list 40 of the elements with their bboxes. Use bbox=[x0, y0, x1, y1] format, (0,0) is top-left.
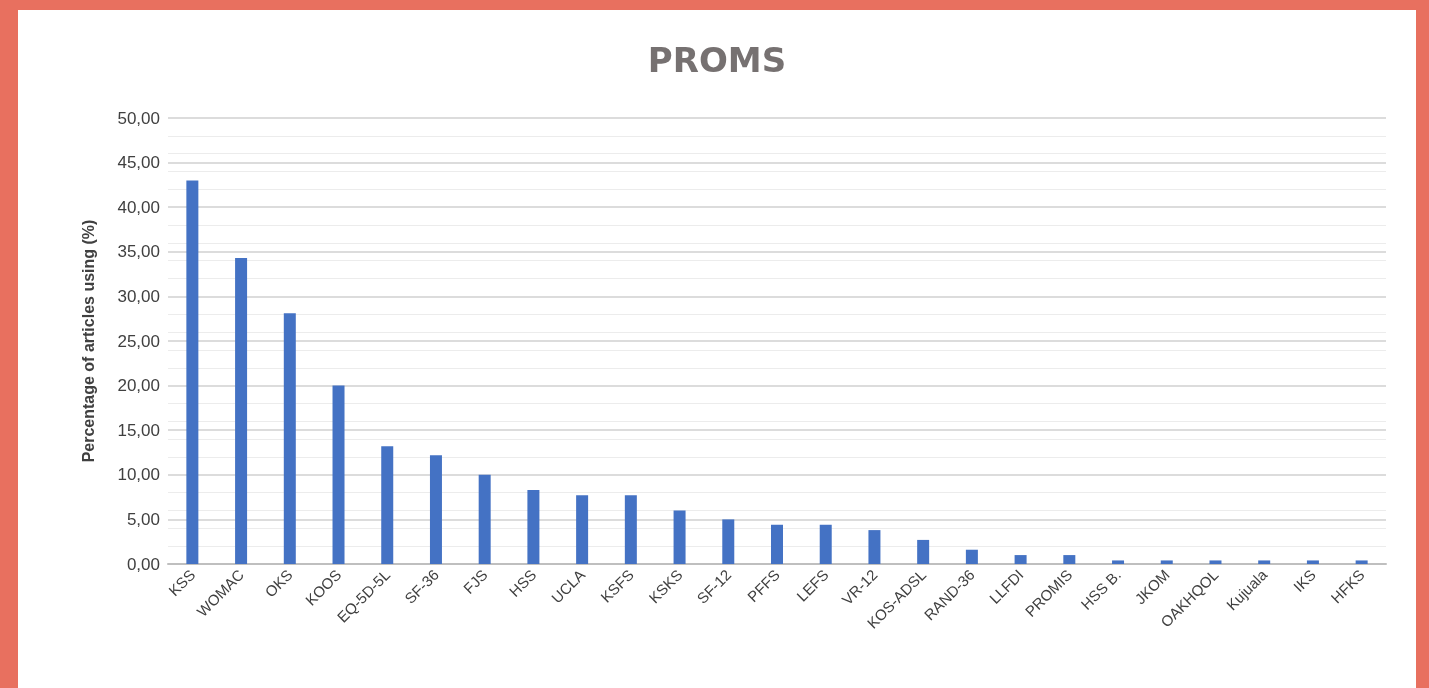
y-tick-label: 10,00 bbox=[117, 465, 160, 485]
y-tick-label: 50,00 bbox=[117, 108, 160, 128]
y-axis-title: Percentage of articles using (%) bbox=[79, 219, 97, 463]
bar bbox=[1160, 560, 1173, 564]
bar bbox=[283, 313, 296, 564]
bar bbox=[478, 474, 491, 564]
y-tick-label: 5,00 bbox=[126, 509, 160, 529]
bar bbox=[868, 530, 881, 564]
bar bbox=[1112, 560, 1125, 564]
y-tick-label: 40,00 bbox=[117, 197, 160, 217]
chart-title: PROMS bbox=[647, 40, 787, 80]
bar bbox=[1063, 555, 1076, 564]
y-tick-label: 30,00 bbox=[117, 286, 160, 306]
bar bbox=[1306, 560, 1319, 564]
bar bbox=[576, 495, 589, 564]
bar bbox=[1014, 555, 1027, 564]
bar bbox=[186, 180, 199, 564]
y-tick-label: 35,00 bbox=[117, 242, 160, 262]
bar bbox=[1258, 560, 1271, 564]
bar bbox=[624, 495, 637, 564]
bar bbox=[381, 446, 394, 564]
bar bbox=[332, 385, 345, 564]
y-tick-label: 25,00 bbox=[117, 331, 160, 351]
y-tick-label: 45,00 bbox=[117, 153, 160, 173]
y-tick-label: 0,00 bbox=[126, 554, 160, 574]
bar bbox=[1355, 560, 1368, 564]
bar bbox=[527, 489, 540, 564]
y-tick-label: 15,00 bbox=[117, 420, 160, 440]
bar bbox=[965, 549, 978, 564]
bar bbox=[771, 524, 783, 564]
bar bbox=[673, 510, 686, 564]
bar bbox=[235, 258, 248, 564]
bar bbox=[429, 455, 442, 564]
bar bbox=[819, 524, 832, 564]
bar bbox=[1209, 560, 1222, 564]
x-tick-label: FJS bbox=[459, 565, 491, 597]
bar bbox=[917, 539, 930, 564]
bar bbox=[722, 519, 735, 564]
x-tick-label: IKS bbox=[1289, 565, 1319, 596]
y-tick-label: 20,00 bbox=[117, 376, 160, 396]
